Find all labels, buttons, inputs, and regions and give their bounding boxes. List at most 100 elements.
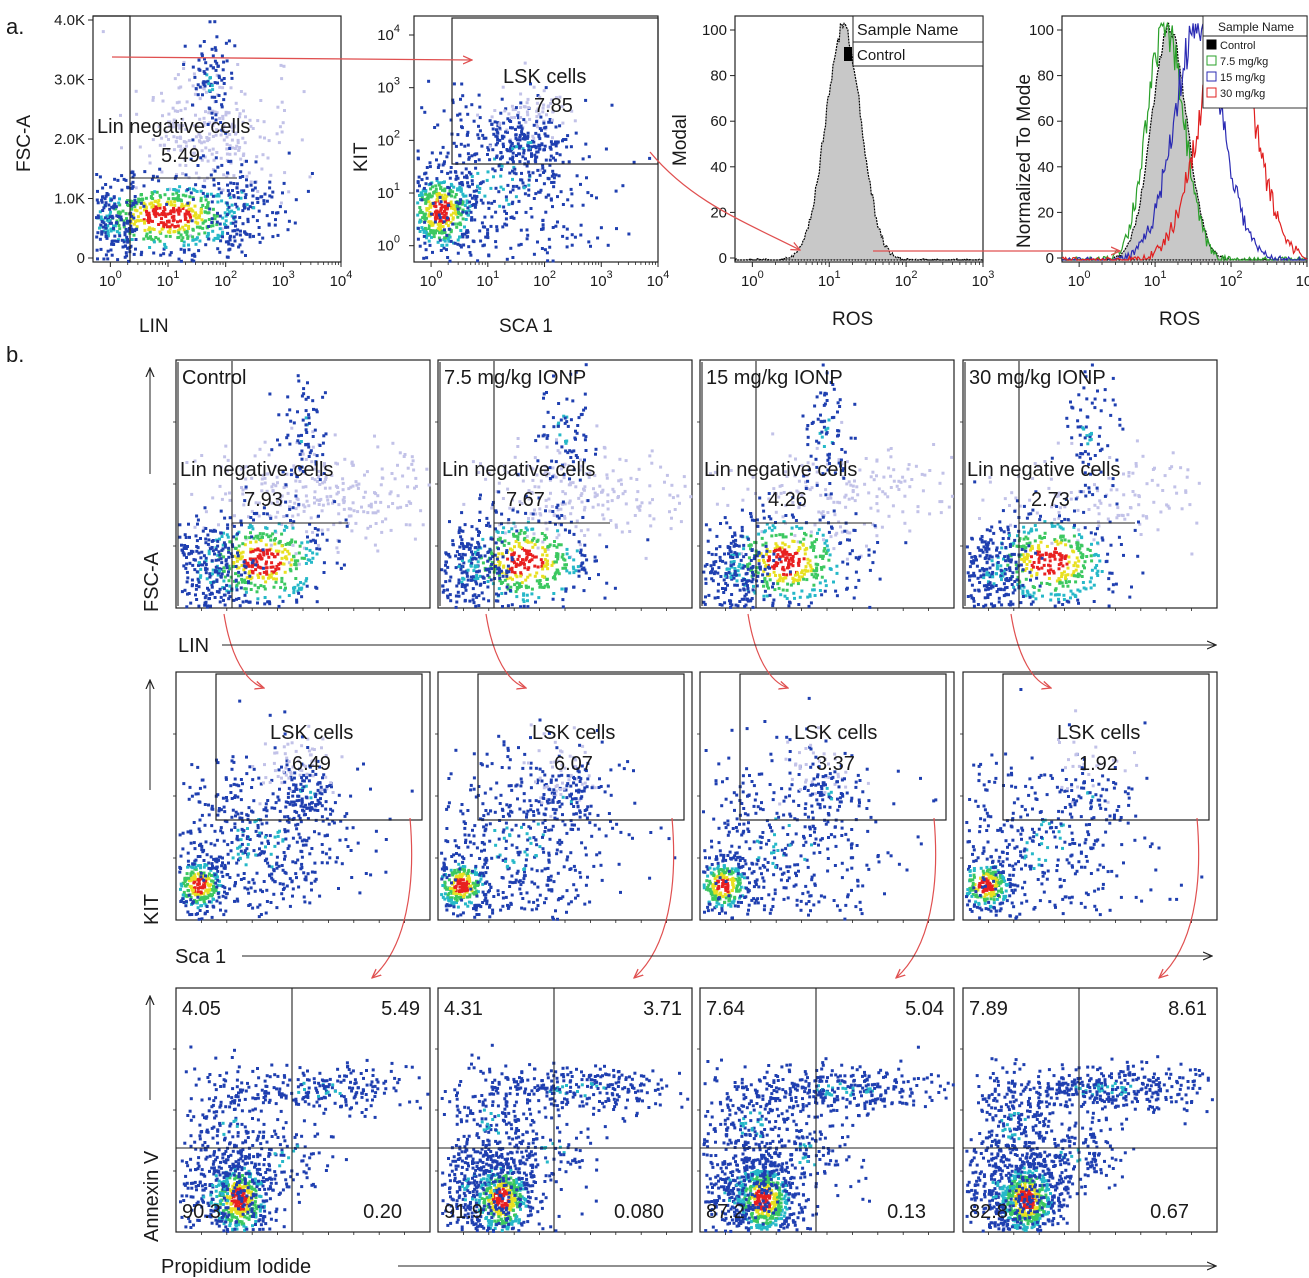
b-r1-point (233, 579, 236, 583)
a2-point (542, 148, 546, 152)
b-r1-point (302, 582, 306, 586)
b-r1-point (232, 561, 236, 564)
b-r1-point (277, 604, 281, 608)
a2-point (435, 216, 439, 220)
b-r1-point (185, 580, 189, 584)
b-r1-point (225, 562, 229, 566)
b-r1-point (247, 526, 251, 529)
a2-point (429, 187, 433, 191)
b-r3-point (229, 1202, 233, 1206)
a1-point (179, 219, 182, 223)
a1-point (102, 225, 105, 229)
b-r1-point (263, 481, 267, 485)
b-r1-point (284, 586, 287, 590)
a2-point (420, 178, 424, 182)
a1-point (191, 209, 195, 213)
a2-point (517, 125, 521, 129)
a1-point (253, 186, 257, 190)
a2-point (524, 210, 528, 214)
b-r2-point (199, 890, 203, 894)
a2-point (579, 182, 582, 186)
b-r2-point (230, 828, 233, 832)
a2-point (511, 155, 515, 159)
a2-point (503, 209, 507, 213)
a1-point (191, 197, 195, 201)
a2-point (510, 116, 514, 120)
a1-point (238, 115, 242, 119)
a1-point (138, 206, 142, 210)
b-r1-point (286, 541, 290, 545)
a1-point (134, 220, 137, 224)
b-r2-point (273, 751, 277, 755)
a1-point (191, 196, 195, 200)
b-r2-point (214, 889, 218, 893)
a1-point (214, 68, 218, 72)
a2-point (499, 168, 503, 171)
a1-point (206, 192, 209, 196)
b-r1-point (235, 583, 239, 587)
b-r1-point (222, 531, 225, 535)
a1-point (287, 151, 291, 155)
a2-point (445, 194, 449, 198)
a2-point (486, 228, 490, 232)
a1-point (204, 110, 207, 114)
b-r3-point (210, 1166, 214, 1170)
a2-point (420, 198, 424, 202)
a1-point (224, 224, 228, 227)
a2-point (486, 201, 490, 205)
b-r1-point (259, 549, 263, 553)
b-r2-point (282, 770, 286, 774)
b-r3-point (183, 1183, 187, 1187)
a2-point (445, 218, 449, 222)
a1-point (96, 201, 100, 205)
b-r1-point (264, 543, 268, 547)
a2-point (437, 210, 441, 214)
a1-point (230, 243, 234, 247)
a1-point (177, 189, 180, 193)
b-r2-point (222, 805, 226, 809)
a2-point (454, 144, 458, 148)
b-r1-point (253, 454, 257, 458)
a1-point (238, 233, 242, 237)
a1-point (139, 219, 143, 222)
a1-point (193, 92, 197, 96)
b-r2-point (308, 852, 312, 856)
b-r1-point (232, 554, 236, 558)
b-r2-point (198, 786, 202, 790)
b-r1-point (188, 561, 192, 565)
b-r1-point (227, 564, 231, 568)
b-r3-point (224, 1220, 228, 1224)
a2-gate (451, 17, 659, 165)
b-r1-point (284, 524, 287, 528)
a2-point (540, 127, 544, 131)
tick-label: 102 (895, 269, 918, 290)
a2-point (561, 160, 565, 164)
a2-point (510, 142, 514, 145)
a2-point (457, 202, 461, 206)
a1-point (230, 209, 234, 213)
a1-point (130, 227, 133, 231)
a2-point (456, 238, 460, 242)
a1-point (211, 88, 215, 92)
a1-point (155, 175, 159, 179)
a1-point (132, 222, 136, 226)
b-r2-point (240, 811, 244, 815)
b-r1-point (211, 496, 215, 500)
a2-point (478, 229, 482, 233)
a1-point (115, 221, 119, 225)
b-r1-point (317, 503, 321, 506)
a2-point (477, 136, 481, 140)
a2-point (449, 118, 453, 122)
a1-point (216, 64, 220, 68)
b-r2-point (246, 843, 250, 846)
a1-point (101, 30, 105, 34)
a2-point (470, 179, 474, 183)
b-r2-point (300, 797, 304, 801)
a2-point (481, 133, 485, 137)
b-r3-point (351, 1069, 355, 1073)
b-r1-point (191, 583, 194, 587)
a2-point (473, 218, 477, 222)
a1-point (221, 125, 225, 129)
a1-point (195, 190, 199, 193)
a2-point (512, 216, 516, 220)
